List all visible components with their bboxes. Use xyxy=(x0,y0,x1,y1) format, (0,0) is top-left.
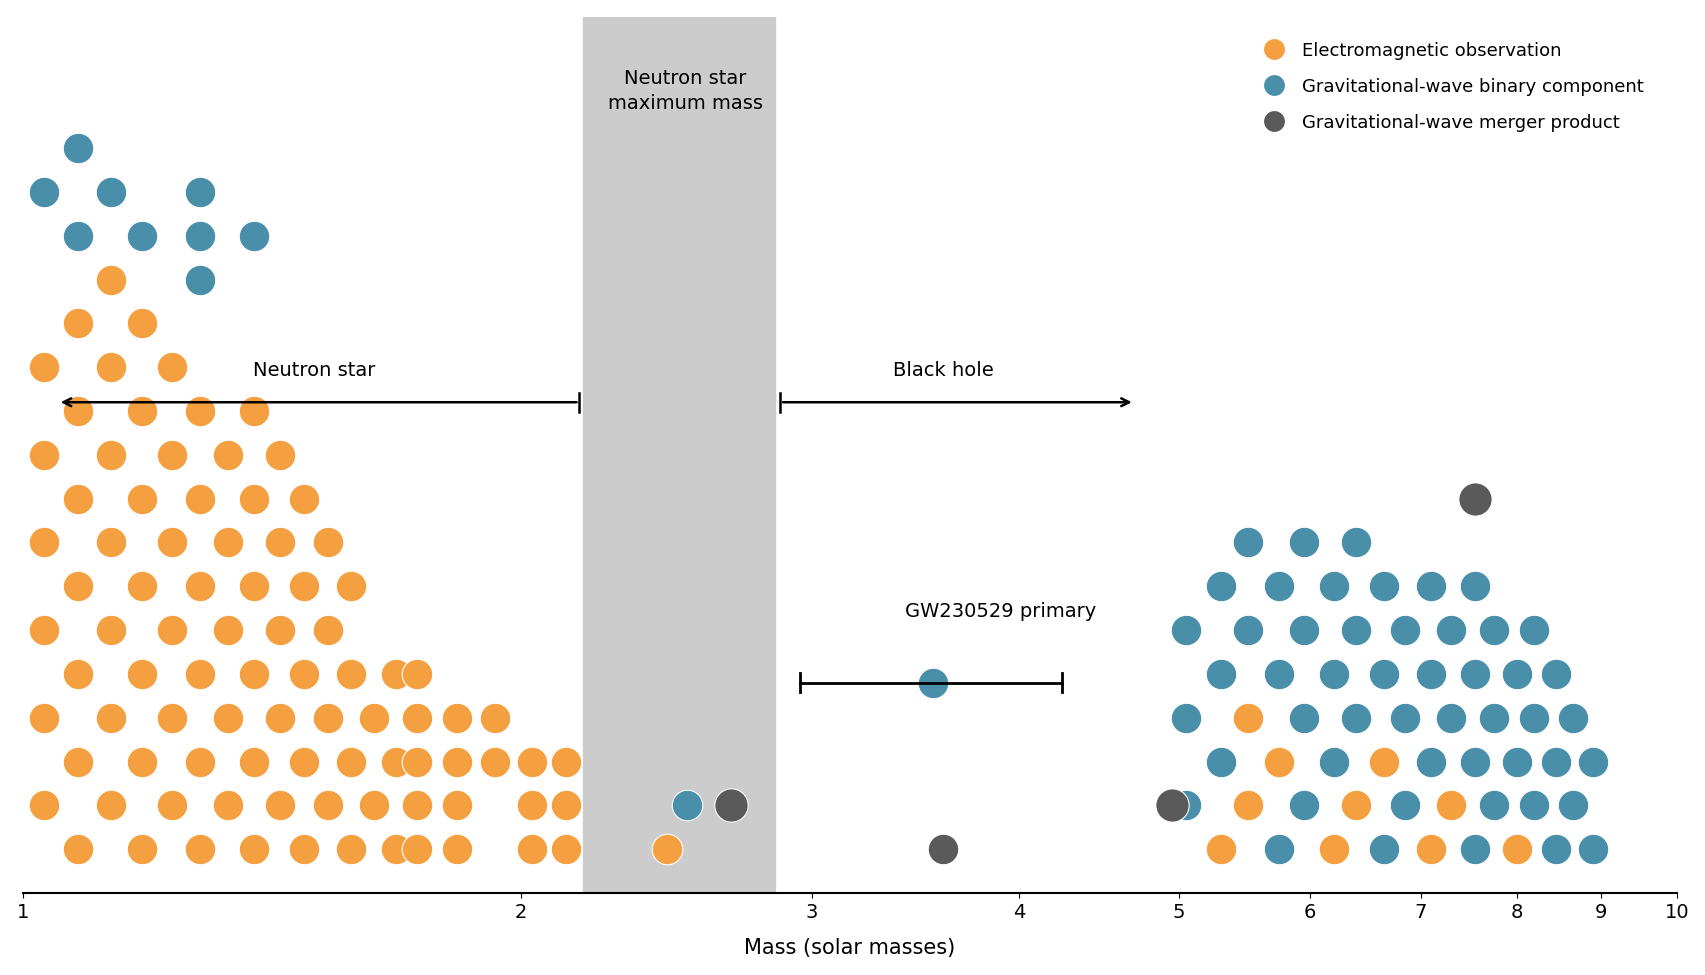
Text: Neutron star
maximum mass: Neutron star maximum mass xyxy=(607,69,762,113)
X-axis label: Mass (solar masses): Mass (solar masses) xyxy=(743,938,955,958)
Text: Black hole: Black hole xyxy=(892,362,992,380)
Bar xyxy=(583,17,774,893)
Legend: Electromagnetic observation, Gravitational-wave binary component, Gravitational-: Electromagnetic observation, Gravitation… xyxy=(1248,34,1650,139)
Text: Neutron star: Neutron star xyxy=(252,362,375,380)
Text: GW230529 primary: GW230529 primary xyxy=(904,603,1096,621)
